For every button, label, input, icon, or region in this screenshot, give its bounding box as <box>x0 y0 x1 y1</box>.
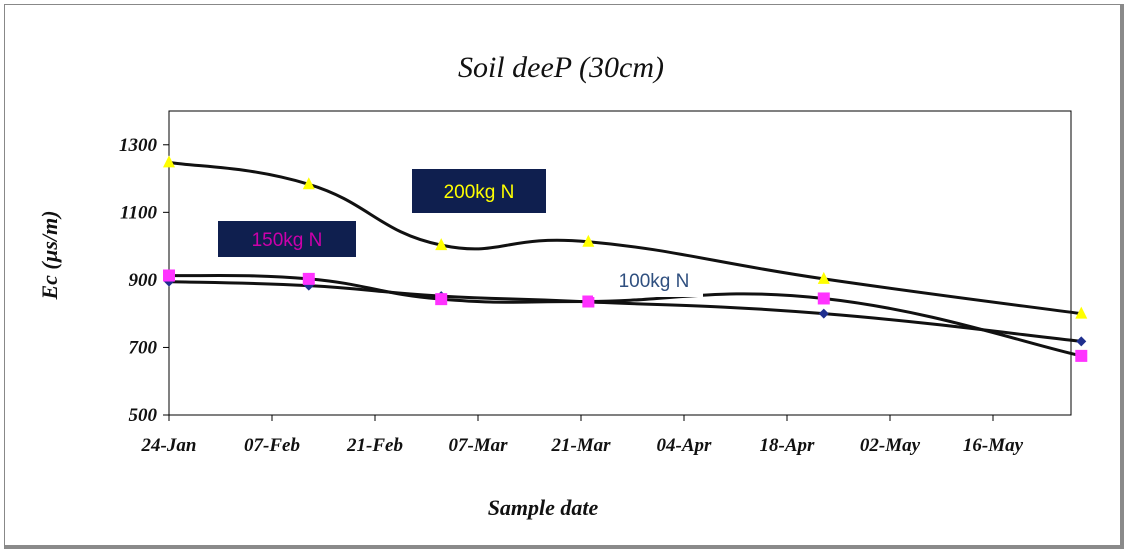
y-tick-labels: 500 700 900 1100 1300 <box>119 135 158 426</box>
data-point <box>163 155 175 168</box>
chart-frame: Soil deeP (30cm) 500 700 900 1100 1300 24-Ja… <box>4 4 1124 549</box>
x-tick-label: 21-Feb <box>346 435 403 456</box>
x-tick-label: 07-Mar <box>448 435 508 456</box>
y-tick-label: 500 <box>129 405 158 426</box>
series-label: 100kg N <box>619 271 690 292</box>
data-point <box>817 292 830 305</box>
series-label: 200kg N <box>444 182 515 203</box>
data-point <box>818 308 829 319</box>
data-point <box>435 238 448 251</box>
y-tick-label: 1100 <box>120 202 157 223</box>
data-point <box>1075 306 1088 319</box>
series-label: 150kg N <box>252 230 323 251</box>
axis-ticks <box>163 144 994 421</box>
x-tick-label: 16-May <box>963 435 1024 456</box>
data-point <box>582 234 595 247</box>
series-markers <box>163 155 1088 362</box>
x-tick-label: 24-Jan <box>141 435 197 456</box>
x-tick-label: 07-Feb <box>244 435 300 456</box>
data-point <box>163 269 175 282</box>
x-tick-labels: 24-Jan 07-Feb 21-Feb 07-Mar 21-Mar 04-Apr 18-A… <box>141 435 1024 456</box>
x-axis-title: Sample date <box>488 495 599 520</box>
data-point <box>302 272 315 285</box>
x-tick-label: 04-Apr <box>657 435 713 456</box>
series-label-box <box>412 169 546 213</box>
data-point <box>582 295 595 308</box>
x-tick-label: 21-Mar <box>550 435 611 456</box>
line-chart: Soil deeP (30cm) 500 700 900 1100 1300 24-Ja… <box>37 51 1088 520</box>
series-labels: 100kg N 150kg N 200kg N <box>218 169 703 297</box>
series-label-box <box>218 221 356 257</box>
x-tick-label: 18-Apr <box>760 435 816 456</box>
chart-title: Soil deeP (30cm) <box>458 51 664 84</box>
data-point <box>302 177 315 190</box>
series-label-box <box>593 263 703 297</box>
data-point <box>1076 336 1087 347</box>
data-point <box>435 293 448 306</box>
data-point <box>817 271 830 284</box>
y-axis-title: Ec (µs/m) <box>37 210 62 300</box>
y-tick-label: 700 <box>129 337 158 358</box>
data-point <box>1075 349 1088 362</box>
y-tick-label: 900 <box>129 270 158 291</box>
y-tick-label: 1300 <box>119 135 158 156</box>
x-tick-label: 02-May <box>860 435 921 456</box>
